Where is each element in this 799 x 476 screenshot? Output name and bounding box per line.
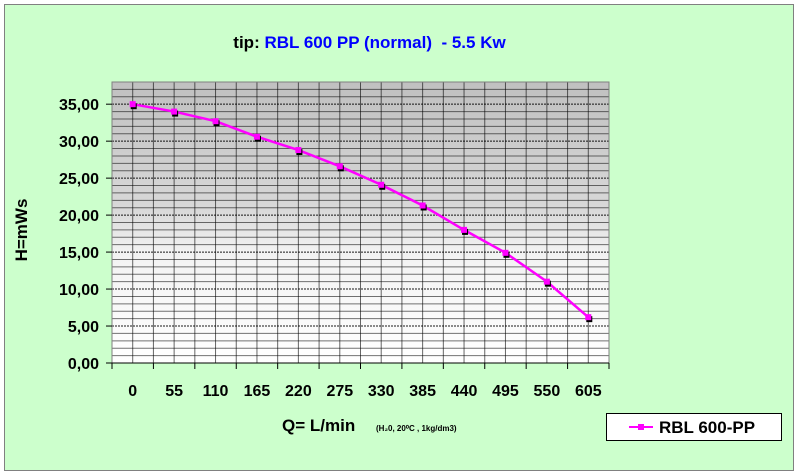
x-tick-label: 55 [165, 383, 183, 400]
x-tick-label: 0 [128, 383, 137, 400]
x-tick-label: 165 [244, 383, 271, 400]
x-tick-label: 605 [575, 383, 602, 400]
y-tick-label: 25,00 [59, 171, 99, 188]
y-tick-label: 5,00 [68, 319, 99, 336]
data-point [212, 118, 219, 125]
y-tick-label: 15,00 [59, 245, 99, 262]
data-point [129, 101, 136, 108]
legend-swatch-marker [638, 424, 644, 430]
x-tick-label: 275 [326, 383, 353, 400]
y-axis-label: H=mWs [12, 198, 31, 262]
x-tick-label: 440 [451, 383, 478, 400]
legend-label: RBL 600-PP [659, 418, 756, 437]
data-point [295, 147, 302, 154]
x-axis-label: Q= L/min [282, 416, 356, 435]
data-point [171, 108, 178, 115]
data-point [461, 226, 468, 233]
x-tick-label: 385 [409, 383, 436, 400]
x-axis-note: (H₂0, 20⁰C , 1kg/dm3) [376, 424, 457, 433]
chart-title: tip: RBL 600 PP (normal) - 5.5 Kw [0, 33, 769, 53]
y-tick-label: 35,00 [59, 97, 99, 114]
x-tick-label: 330 [368, 383, 395, 400]
x-tick-label: 495 [492, 383, 519, 400]
x-tick-label: 220 [285, 383, 312, 400]
y-tick-label: 0,00 [68, 356, 99, 373]
series-line [132, 102, 590, 319]
title-text: RBL 600 PP (normal) - 5.5 Kw [264, 33, 506, 52]
data-point [502, 249, 509, 256]
y-tick-label: 20,00 [59, 208, 99, 225]
data-point [253, 133, 260, 140]
x-tick-label: 550 [534, 383, 561, 400]
title-prefix: tip: [233, 33, 260, 52]
x-tick-label: 110 [203, 383, 229, 400]
data-point [378, 181, 385, 188]
legend: RBL 600-PP [606, 413, 782, 441]
y-tick-label: 30,00 [59, 134, 99, 151]
data-point [419, 202, 426, 209]
data-point [336, 163, 343, 170]
data-point [585, 314, 592, 321]
y-tick-label: 10,00 [59, 282, 99, 299]
data-point [543, 278, 550, 285]
